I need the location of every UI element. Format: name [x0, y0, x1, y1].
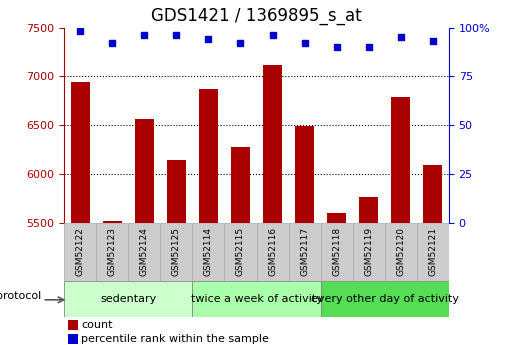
Bar	[103, 220, 122, 223]
Point	[332, 44, 341, 50]
Point	[76, 29, 84, 34]
Text: count: count	[82, 320, 113, 330]
Bar	[417, 223, 449, 281]
Bar	[353, 223, 385, 281]
Bar	[134, 119, 154, 223]
Bar	[199, 89, 218, 223]
Text: GSM52116: GSM52116	[268, 227, 277, 276]
Text: GSM52124: GSM52124	[140, 227, 149, 276]
Bar	[192, 223, 225, 281]
Text: every other day of activity: every other day of activity	[311, 294, 459, 304]
Text: sedentary: sedentary	[100, 294, 156, 304]
Text: protocol: protocol	[0, 291, 41, 300]
Bar	[385, 223, 417, 281]
Bar	[192, 281, 321, 317]
Bar	[288, 223, 321, 281]
Bar	[295, 126, 314, 223]
Title: GDS1421 / 1369895_s_at: GDS1421 / 1369895_s_at	[151, 7, 362, 25]
Bar	[96, 223, 128, 281]
Text: GSM52118: GSM52118	[332, 227, 341, 276]
Bar	[321, 281, 449, 317]
Point	[172, 33, 181, 38]
Text: twice a week of activity: twice a week of activity	[190, 294, 323, 304]
Text: GSM52119: GSM52119	[364, 227, 373, 276]
Text: GSM52125: GSM52125	[172, 227, 181, 276]
Bar	[225, 223, 256, 281]
Text: GSM52122: GSM52122	[75, 227, 85, 276]
Text: GSM52121: GSM52121	[428, 227, 438, 276]
Text: percentile rank within the sample: percentile rank within the sample	[82, 334, 269, 344]
Bar	[391, 97, 410, 223]
Text: GSM52123: GSM52123	[108, 227, 117, 276]
Bar	[231, 147, 250, 223]
Bar	[256, 223, 288, 281]
Text: GSM52114: GSM52114	[204, 227, 213, 276]
Bar	[70, 82, 90, 223]
Point	[397, 34, 405, 40]
Bar	[64, 223, 96, 281]
Bar	[128, 223, 160, 281]
Bar	[68, 334, 77, 344]
Text: GSM52115: GSM52115	[236, 227, 245, 276]
Bar	[321, 223, 353, 281]
Bar	[359, 197, 378, 223]
Point	[365, 44, 373, 50]
Text: GSM52120: GSM52120	[396, 227, 405, 276]
Point	[140, 33, 148, 38]
Bar	[160, 223, 192, 281]
Text: GSM52117: GSM52117	[300, 227, 309, 276]
Bar	[263, 65, 282, 223]
Bar	[68, 320, 77, 330]
Bar	[64, 281, 192, 317]
Bar	[327, 213, 346, 223]
Bar	[167, 160, 186, 223]
Point	[301, 40, 309, 46]
Point	[204, 37, 212, 42]
Bar	[423, 165, 442, 223]
Point	[236, 40, 245, 46]
Point	[268, 33, 277, 38]
Point	[108, 40, 116, 46]
Point	[429, 39, 437, 44]
